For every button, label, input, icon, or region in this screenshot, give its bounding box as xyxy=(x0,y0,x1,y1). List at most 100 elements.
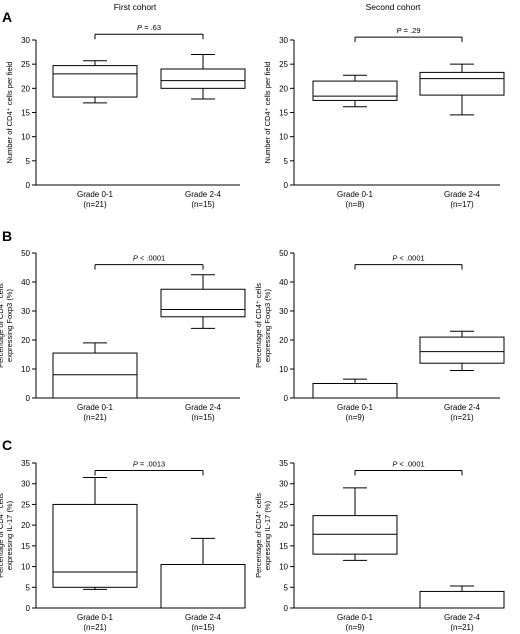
y-tick-label: 30 xyxy=(279,307,288,316)
p-value-label: P < .0001 xyxy=(133,254,165,263)
y-axis-label: Number of CD4⁺ cells per field xyxy=(263,62,272,164)
y-tick-label: 0 xyxy=(284,181,289,190)
boxplot-panel-3: 0 10 20 30 40 50 Percentage of CD4⁺ cells expre… xyxy=(0,249,246,422)
boxplot-panel-5: 0 5 10 15 20 25 30 35 Percentage of CD4⁺ cellsex… xyxy=(0,459,246,632)
y-tick-label: 15 xyxy=(21,542,30,551)
iqr-box xyxy=(419,71,505,96)
y-tick-label: 20 xyxy=(21,336,30,345)
x-category-n: (n=15) xyxy=(191,413,215,422)
y-tick-label: 10 xyxy=(21,133,30,142)
y-tick-label: 50 xyxy=(279,249,288,258)
x-category-n: (n=8) xyxy=(346,200,365,209)
y-axis-label: expressing Foxp3 (%) xyxy=(5,289,14,362)
x-category-label: Grade 2-4 xyxy=(444,403,481,412)
p-value-label: P = .29 xyxy=(397,26,421,35)
p-value-label: P < .0001 xyxy=(392,254,424,263)
boxplot-panel-2: 0 5 10 15 20 25 30 Number of CD4⁺ cells per fie… xyxy=(263,26,505,209)
y-tick-label: 5 xyxy=(26,157,31,166)
x-category-label: Grade 2-4 xyxy=(444,190,481,199)
p-value-label: P = .0013 xyxy=(133,459,165,468)
y-tick-label: 30 xyxy=(21,307,30,316)
y-tick-label: 10 xyxy=(21,365,30,374)
box-grade-2-4 xyxy=(419,63,505,116)
box-grade-0-1 xyxy=(312,74,398,108)
x-category-label: Grade 0-1 xyxy=(337,613,374,622)
y-tick-label: 25 xyxy=(279,500,288,509)
box-grade-0-1 xyxy=(52,342,138,399)
y-tick-label: 5 xyxy=(26,583,31,592)
p-value-label: P < .0001 xyxy=(392,459,424,468)
box-grade-0-1 xyxy=(52,60,138,104)
column-title-second-cohort: Second cohort xyxy=(366,2,421,12)
y-tick-label: 0 xyxy=(26,181,31,190)
box-grade-2-4 xyxy=(160,537,246,609)
y-axis-label: expressing IL-17 (%) xyxy=(263,500,272,570)
y-tick-label: 30 xyxy=(21,36,30,45)
y-tick-label: 30 xyxy=(279,36,288,45)
x-category-n: (n=21) xyxy=(83,413,107,422)
y-tick-label: 40 xyxy=(279,278,288,287)
y-tick-label: 5 xyxy=(284,583,289,592)
x-category-n: (n=21) xyxy=(83,200,107,209)
x-category-label: Grade 0-1 xyxy=(337,403,374,412)
y-tick-label: 10 xyxy=(21,563,30,572)
p-value-label: P = .63 xyxy=(137,23,161,32)
chart-panels: 0 5 10 15 20 25 30 Number of CD4⁺ cells per fie… xyxy=(0,23,505,632)
x-category-n: (n=15) xyxy=(191,200,215,209)
boxplot-panel-1: 0 5 10 15 20 25 30 Number of CD4⁺ cells per fie… xyxy=(5,23,246,209)
box-grade-2-4 xyxy=(419,585,505,609)
iqr-box xyxy=(160,564,246,609)
panel-letter-b: B xyxy=(2,228,12,244)
y-tick-label: 25 xyxy=(21,60,30,69)
iqr-box xyxy=(419,336,505,364)
iqr-box xyxy=(312,515,398,555)
x-category-label: Grade 2-4 xyxy=(185,190,222,199)
y-tick-label: 30 xyxy=(279,480,288,489)
y-tick-label: 25 xyxy=(21,500,30,509)
x-category-n: (n=21) xyxy=(450,623,474,632)
box-grade-2-4 xyxy=(419,330,505,371)
iqr-box xyxy=(312,383,398,399)
column-title-first-cohort: First cohort xyxy=(114,2,157,12)
x-category-label: Grade 0-1 xyxy=(77,613,114,622)
y-tick-label: 10 xyxy=(279,563,288,572)
panel-letter-c: C xyxy=(2,437,12,453)
x-category-label: Grade 0-1 xyxy=(337,190,374,199)
y-tick-label: 30 xyxy=(21,480,30,489)
y-tick-label: 20 xyxy=(21,521,30,530)
y-tick-label: 40 xyxy=(21,278,30,287)
y-tick-label: 10 xyxy=(279,365,288,374)
boxplot-panel-6: 0 5 10 15 20 25 30 35 Percentage of CD4⁺ cells ex… xyxy=(254,459,505,632)
y-tick-label: 0 xyxy=(26,394,31,403)
x-category-n: (n=15) xyxy=(191,623,215,632)
y-axis-label: Percentage of CD4⁺ cells xyxy=(254,493,263,578)
iqr-box xyxy=(419,590,505,609)
x-category-n: (n=21) xyxy=(83,623,107,632)
x-category-n: (n=21) xyxy=(450,413,474,422)
y-tick-label: 0 xyxy=(284,394,289,403)
iqr-box xyxy=(52,352,138,399)
y-tick-label: 35 xyxy=(21,459,30,468)
y-axis-label: Percentage of CD4⁺ cells xyxy=(254,283,263,368)
y-tick-label: 15 xyxy=(279,542,288,551)
iqr-box xyxy=(160,288,246,318)
y-tick-label: 20 xyxy=(21,84,30,93)
box-grade-0-1 xyxy=(52,477,138,590)
x-category-n: (n=17) xyxy=(450,200,474,209)
y-axis-label: Percentage of CD4⁺ cells xyxy=(0,493,5,578)
box-grade-0-1 xyxy=(312,487,398,561)
iqr-box xyxy=(312,80,398,101)
boxplot-panel-4: 0 10 20 30 40 50 Percentage of CD4⁺ cells expre… xyxy=(254,249,505,422)
x-category-label: Grade 0-1 xyxy=(77,190,114,199)
x-category-n: (n=9) xyxy=(346,623,365,632)
y-tick-label: 25 xyxy=(279,60,288,69)
y-axis-label: Percentage of CD4⁺ cells xyxy=(0,283,5,368)
iqr-box xyxy=(52,503,138,588)
y-tick-label: 15 xyxy=(279,109,288,118)
y-tick-label: 15 xyxy=(21,109,30,118)
box-grade-0-1 xyxy=(312,378,398,399)
y-tick-label: 5 xyxy=(284,157,289,166)
panel-letter-a: A xyxy=(2,9,12,25)
iqr-box xyxy=(52,65,138,98)
